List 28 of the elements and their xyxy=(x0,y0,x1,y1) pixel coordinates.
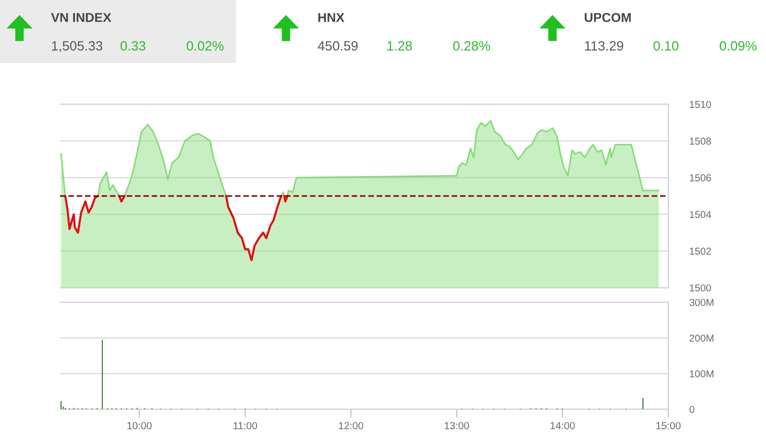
text: VN INDEX xyxy=(51,13,112,22)
y-tick-label: 1506 xyxy=(690,174,711,182)
text: UPCOM xyxy=(584,12,631,22)
y-tick-label: 100M xyxy=(690,370,714,378)
x-tick-label: 12:00 xyxy=(339,422,364,430)
y-tick-label: 200M xyxy=(690,334,714,342)
text: HNX xyxy=(318,13,344,22)
text: 0.10 xyxy=(654,41,678,51)
text: 0.28% xyxy=(453,41,490,51)
y-tick-label: 1508 xyxy=(690,138,711,145)
text: 0.02% xyxy=(186,41,224,51)
y-tick-label: 1500 xyxy=(690,284,711,292)
y-tick-label: 300M xyxy=(690,298,714,306)
text: 0.09% xyxy=(720,41,757,51)
text: 113.29 xyxy=(585,41,624,51)
x-tick-label: 14:00 xyxy=(550,422,575,430)
x-tick-label: 10:00 xyxy=(127,422,152,430)
text: 450.59 xyxy=(318,41,358,51)
text: 1,505.33 xyxy=(52,41,102,52)
text: 1.28 xyxy=(388,41,412,51)
y-tick-label: 1504 xyxy=(690,210,712,218)
y-tick-label: 0 xyxy=(690,406,694,414)
x-tick-label: 15:00 xyxy=(656,422,681,430)
y-tick-label: 1502 xyxy=(690,248,711,255)
x-tick-label: 11:00 xyxy=(234,422,258,430)
y-tick-label: 1510 xyxy=(690,100,711,108)
text: 0.33 xyxy=(120,41,146,51)
x-tick-label: 13:00 xyxy=(444,422,470,430)
